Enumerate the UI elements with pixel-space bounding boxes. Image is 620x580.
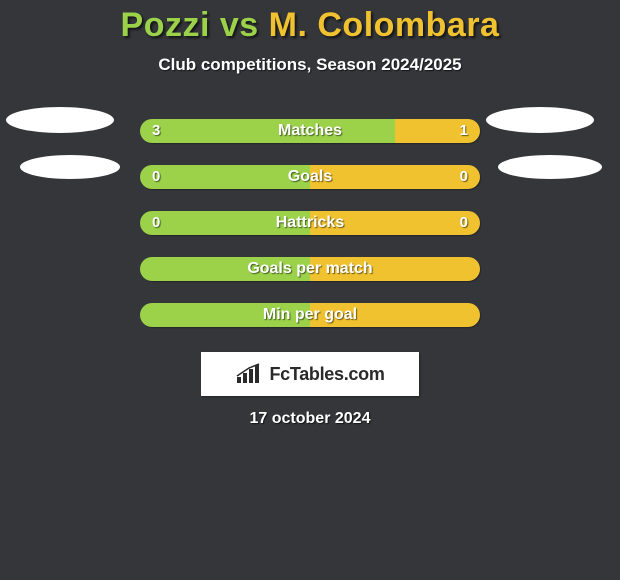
right-ellipse [486,107,594,133]
metric-label: Min per goal [140,303,480,327]
left-ellipse [20,155,120,179]
right-ellipse [498,155,602,179]
metric-label: Matches [140,119,480,143]
stat-row: 31Matches [0,119,620,143]
metric-label: Hattricks [140,211,480,235]
site-badge: FcTables.com [201,352,419,396]
title-player-a: Pozzi [121,6,210,44]
page-title: Pozzi vs M. Colombara [0,0,620,45]
badge-text: FcTables.com [269,364,384,385]
stat-row: 00Hattricks [0,211,620,235]
date-text: 17 october 2024 [0,410,620,428]
title-vs: vs [210,6,269,44]
stat-row: Goals per match [0,257,620,281]
subtitle: Club competitions, Season 2024/2025 [0,55,620,75]
stats-section: 31Matches 00Goals 00Hattricks Goals per mat… [0,119,620,327]
metric-label: Goals per match [140,257,480,281]
chart-icon [235,363,263,385]
stat-row: 00Goals [0,165,620,189]
left-ellipse [6,107,114,133]
stat-row: Min per goal [0,303,620,327]
metric-label: Goals [140,165,480,189]
title-player-b: M. Colombara [269,6,500,44]
